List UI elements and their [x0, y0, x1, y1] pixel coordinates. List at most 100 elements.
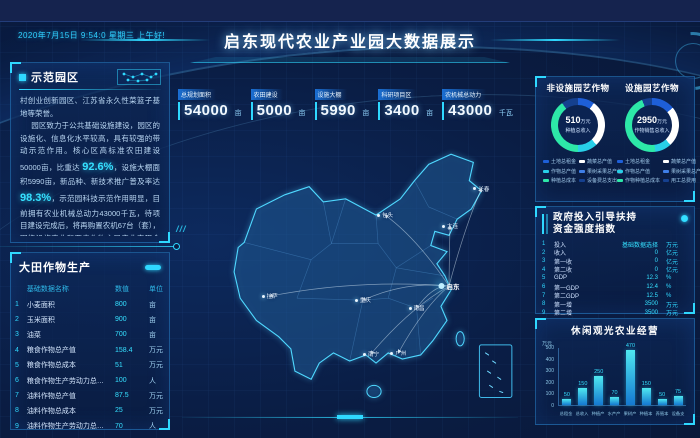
location-dot-icon	[438, 283, 445, 290]
row-name: 第二收	[554, 268, 573, 275]
bar: 50	[657, 392, 667, 405]
row-index: 7	[15, 392, 19, 400]
stat-value: 54000	[184, 102, 229, 119]
row-value: 3500	[644, 301, 658, 308]
stat-unit: 亩	[234, 110, 242, 117]
map-marker-hub: 启东	[438, 281, 460, 292]
map-marker-label: 南宁	[367, 352, 379, 358]
location-dot-icon	[362, 352, 366, 356]
row-name: 油料作物总产值	[26, 392, 76, 400]
leisure-bar-chart: 万元 0 100 200 300 400 500 50 150 250 70 470 150 50 75…	[542, 340, 688, 418]
legend-swatch	[579, 160, 586, 163]
row-index: 4	[542, 266, 546, 273]
legend-label: 用工总费用	[671, 178, 697, 184]
facility-legend: 土地总租金 蔬菜总产值 作物总产值	[615, 158, 700, 184]
stat-box: 科研项目区 3400 亩	[378, 84, 433, 120]
panel-horticulture: 非设施园艺作物 510万元 种植总收入 土地总租金	[535, 76, 700, 202]
row-value: 0	[654, 249, 658, 256]
leisure-title: 休闲观光农业经营	[570, 326, 659, 337]
field-crops-title: 大田作物生产	[19, 262, 91, 274]
facility-block: 设施园艺作物 2950万元 作物销售总收入 土地总租金	[615, 81, 700, 184]
row-value: 0	[654, 258, 658, 265]
row-index: 4	[15, 346, 19, 354]
bar: 250	[594, 369, 603, 405]
donut-label: 种植总收入	[565, 127, 591, 134]
row-index: 2	[542, 249, 546, 256]
map-marker: 拉萨	[261, 292, 278, 300]
row-value: 900	[115, 316, 127, 324]
row-name: 第二增	[554, 311, 573, 318]
location-dot-icon	[408, 306, 412, 310]
legend-swatch	[617, 169, 623, 173]
row-value: 70	[115, 422, 123, 430]
double-bar-icon	[542, 214, 548, 234]
legend-swatch	[543, 179, 549, 182]
x-axis-labels: 总租金 总收入 种植产 水产产 果树产 种植本 养殖本 设备支	[558, 410, 686, 417]
highlight-percent: 92.6%	[82, 160, 114, 173]
map-marker: 南昌	[408, 304, 425, 312]
row-index: 3	[15, 331, 19, 339]
legend-swatch	[663, 160, 670, 163]
row-value: 158.4	[115, 346, 133, 354]
stat-box: 设施大棚 5990 亩	[314, 84, 369, 120]
legend-swatch	[617, 160, 623, 163]
donut-label: 作物销售总收入	[634, 127, 670, 134]
map-marker: 重庆	[354, 296, 371, 305]
stat-box: 农田建设 5000 亩	[250, 84, 306, 120]
table-row: 8 油料作物总成本 25 万元	[11, 403, 169, 418]
table-header-row: 基础数据名称 数值 单位	[11, 281, 169, 297]
row-name: 收入	[554, 251, 567, 258]
y-axis-label: 万元	[542, 341, 553, 347]
stat-box: 总规划面积 54000 亩	[178, 84, 242, 120]
row-value: 25	[115, 407, 123, 415]
row-unit: 亩	[149, 316, 156, 324]
south-china-sea-inset	[478, 344, 513, 399]
row-unit: %	[666, 292, 672, 299]
location-dot-icon	[354, 298, 358, 302]
x-tick-label: 养殖本	[655, 411, 669, 417]
bar: 150	[642, 381, 651, 405]
connector-line	[0, 243, 180, 250]
map-marker-label: 重庆	[359, 298, 371, 305]
row-value: 100	[115, 377, 127, 385]
non-facility-title: 非设施园艺作物	[546, 83, 610, 93]
row-unit: 万元	[149, 392, 163, 400]
legend-swatch	[579, 169, 586, 173]
stat-label: 农机械总动力	[442, 89, 487, 100]
square-bullet-icon	[19, 73, 26, 81]
divider	[19, 89, 161, 90]
row-index: 9	[542, 309, 546, 316]
stat-value: 43000	[448, 102, 493, 119]
table-row: 5 GDP 12.3 %	[542, 274, 688, 283]
legend-swatch	[663, 179, 670, 182]
row-unit: 亩	[149, 331, 156, 339]
province-borders	[244, 180, 458, 362]
row-unit: 万元	[149, 362, 163, 370]
slash-decoration: ///	[176, 224, 187, 234]
bar: 470	[626, 343, 635, 405]
facility-donut-chart: 2950万元 作物销售总收入	[625, 98, 679, 152]
row-unit: 万元	[666, 242, 679, 249]
map-marker-label: 大连	[447, 224, 459, 231]
china-map-outline	[233, 153, 513, 399]
legend-swatch	[617, 179, 623, 182]
legend-item: 用工总费用	[663, 177, 700, 184]
stat-value: 5990	[320, 102, 356, 119]
table-row: 1 小麦面积 800 亩	[11, 297, 169, 312]
location-dot-icon	[390, 351, 394, 355]
facility-title: 设施园艺作物	[624, 83, 679, 93]
legend-label: 作物种植总成本	[625, 178, 661, 184]
x-tick-label: 水产产	[607, 411, 621, 417]
row-index: 7	[542, 292, 546, 299]
legend-label: 果树采果总产值	[587, 168, 623, 175]
map-marker-label: 启东	[446, 284, 460, 292]
legend-label: 蔬菜总产值	[587, 159, 613, 165]
row-name: 第一增	[554, 302, 573, 309]
x-tick-label: 种植本	[639, 411, 653, 417]
table-row: 4 第二收 0 亿元	[542, 266, 688, 275]
row-name: 玉米面积	[26, 316, 55, 324]
bar: 150	[578, 381, 587, 405]
park-paragraph-1: 村创业创新园区、江苏省永久性菜篮子基地等荣誉。	[20, 96, 160, 118]
location-dot-icon	[442, 224, 446, 228]
row-name: 粮食作物总成本	[26, 362, 76, 370]
